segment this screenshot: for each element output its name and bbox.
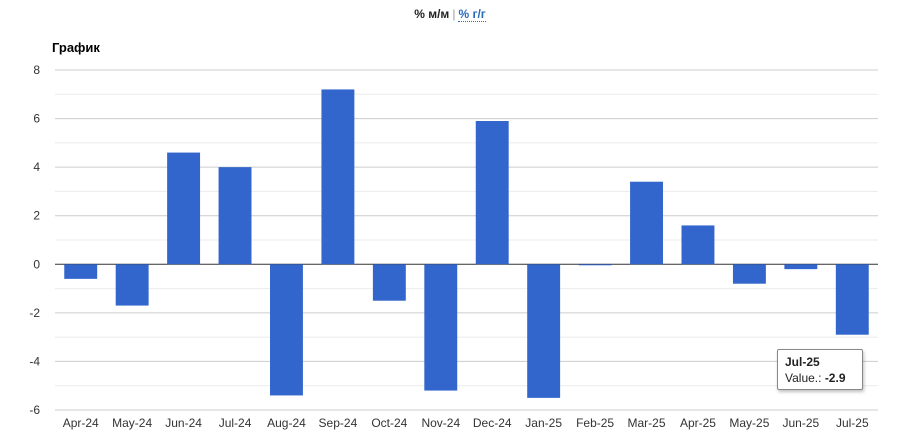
y-tick-label: 2 <box>33 209 40 223</box>
bar-dec-24[interactable] <box>475 121 509 265</box>
chart-title: График <box>52 40 100 55</box>
tooltip-category: Jul-25 <box>785 355 820 369</box>
bar-mar-25[interactable] <box>630 181 663 265</box>
bar-jul-24[interactable] <box>218 167 252 265</box>
bar-sep-24[interactable] <box>321 89 355 265</box>
bar-may-25[interactable] <box>732 264 766 284</box>
bar-jul-25[interactable] <box>835 264 869 335</box>
bar-jun-24[interactable] <box>167 152 201 265</box>
tooltip-label: Value.: <box>785 371 822 385</box>
y-tick-label: 4 <box>33 160 40 174</box>
x-tick-label: Jul-25 <box>836 416 869 430</box>
yoy-toggle-link[interactable]: % г/г <box>458 7 486 22</box>
x-tick-label: Oct-24 <box>371 416 407 430</box>
y-tick-label: 6 <box>33 112 40 126</box>
x-tick-label: May-25 <box>729 416 769 430</box>
y-tick-label: -4 <box>29 354 40 368</box>
bar-feb-25[interactable] <box>578 264 612 266</box>
x-tick-label: Nov-24 <box>421 416 460 430</box>
bar-nov-24[interactable] <box>424 264 458 391</box>
x-tick-label: Jul-24 <box>219 416 252 430</box>
value-tooltip: Jul-25 Value.: -2.9 <box>777 349 863 390</box>
toggle-separator: | <box>452 7 456 21</box>
x-tick-label: Apr-24 <box>63 416 99 430</box>
x-tick-label: Jun-24 <box>165 416 202 430</box>
tooltip-value: -2.9 <box>824 371 846 385</box>
x-tick-label: Jun-25 <box>782 416 819 430</box>
y-tick-label: 0 <box>33 257 40 271</box>
bar-jun-25[interactable] <box>784 264 818 270</box>
period-toggle: % м/м |% г/г <box>0 7 900 22</box>
x-tick-label: Feb-25 <box>576 416 614 430</box>
bar-apr-25[interactable] <box>681 225 715 265</box>
bar-apr-24[interactable] <box>64 264 98 279</box>
x-tick-label: Apr-25 <box>680 416 716 430</box>
bar-jan-25[interactable] <box>527 264 561 398</box>
y-tick-label: -6 <box>29 403 40 417</box>
x-tick-label: Dec-24 <box>473 416 512 430</box>
bar-aug-24[interactable] <box>270 264 303 396</box>
x-tick-label: Mar-25 <box>628 416 666 430</box>
y-tick-label: -2 <box>29 306 40 320</box>
y-tick-label: 8 <box>33 63 40 77</box>
x-tick-label: Jan-25 <box>525 416 562 430</box>
mom-toggle[interactable]: % м/м <box>414 7 450 21</box>
x-tick-label: May-24 <box>112 416 152 430</box>
x-tick-label: Aug-24 <box>267 416 306 430</box>
x-tick-label: Sep-24 <box>319 416 358 430</box>
bar-oct-24[interactable] <box>372 264 406 301</box>
bar-may-24[interactable] <box>115 264 149 306</box>
